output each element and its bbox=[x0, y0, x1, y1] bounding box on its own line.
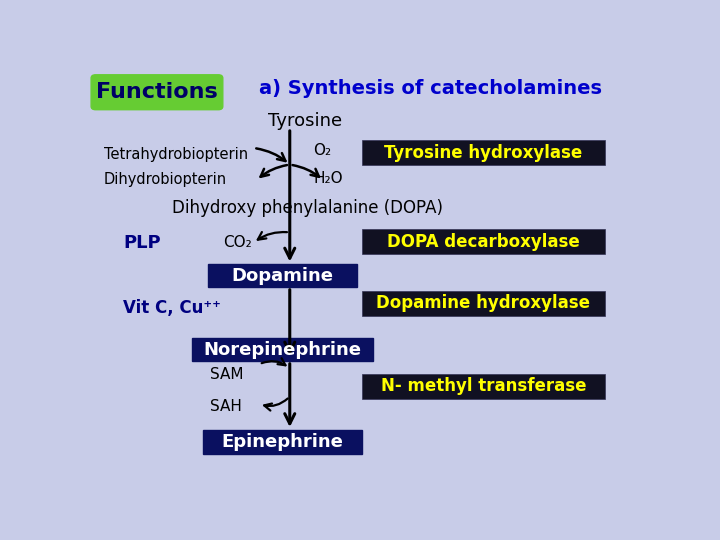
Text: Vit C, Cu⁺⁺: Vit C, Cu⁺⁺ bbox=[124, 299, 221, 317]
Text: Dopamine: Dopamine bbox=[232, 267, 333, 285]
FancyBboxPatch shape bbox=[192, 338, 374, 361]
FancyBboxPatch shape bbox=[361, 230, 605, 254]
Text: CO₂: CO₂ bbox=[223, 235, 252, 250]
Text: Dopamine hydroxylase: Dopamine hydroxylase bbox=[377, 294, 590, 312]
FancyBboxPatch shape bbox=[361, 374, 605, 399]
Text: Dihydrobiopterin: Dihydrobiopterin bbox=[104, 172, 227, 187]
FancyBboxPatch shape bbox=[208, 264, 356, 287]
Text: Tetrahydrobiopterin: Tetrahydrobiopterin bbox=[104, 147, 248, 161]
FancyBboxPatch shape bbox=[361, 291, 605, 315]
Text: Epinephrine: Epinephrine bbox=[222, 433, 343, 451]
Text: N- methyl transferase: N- methyl transferase bbox=[381, 377, 586, 395]
Text: PLP: PLP bbox=[124, 234, 161, 252]
Text: Tyrosine hydroxylase: Tyrosine hydroxylase bbox=[384, 144, 582, 162]
Text: a) Synthesis of catecholamines: a) Synthesis of catecholamines bbox=[259, 79, 602, 98]
Text: Tyrosine: Tyrosine bbox=[268, 112, 342, 130]
FancyBboxPatch shape bbox=[91, 75, 222, 110]
Text: DOPA decarboxylase: DOPA decarboxylase bbox=[387, 233, 580, 251]
Text: SAH: SAH bbox=[210, 399, 242, 414]
Text: Norepinephrine: Norepinephrine bbox=[204, 341, 361, 359]
FancyBboxPatch shape bbox=[203, 430, 362, 454]
FancyBboxPatch shape bbox=[361, 140, 605, 165]
Text: SAM: SAM bbox=[210, 367, 243, 382]
Text: Dihydroxy phenylalanine (DOPA): Dihydroxy phenylalanine (DOPA) bbox=[172, 199, 443, 217]
Text: O₂: O₂ bbox=[313, 144, 331, 158]
Text: H₂O: H₂O bbox=[313, 171, 343, 186]
Text: Functions: Functions bbox=[96, 82, 218, 102]
